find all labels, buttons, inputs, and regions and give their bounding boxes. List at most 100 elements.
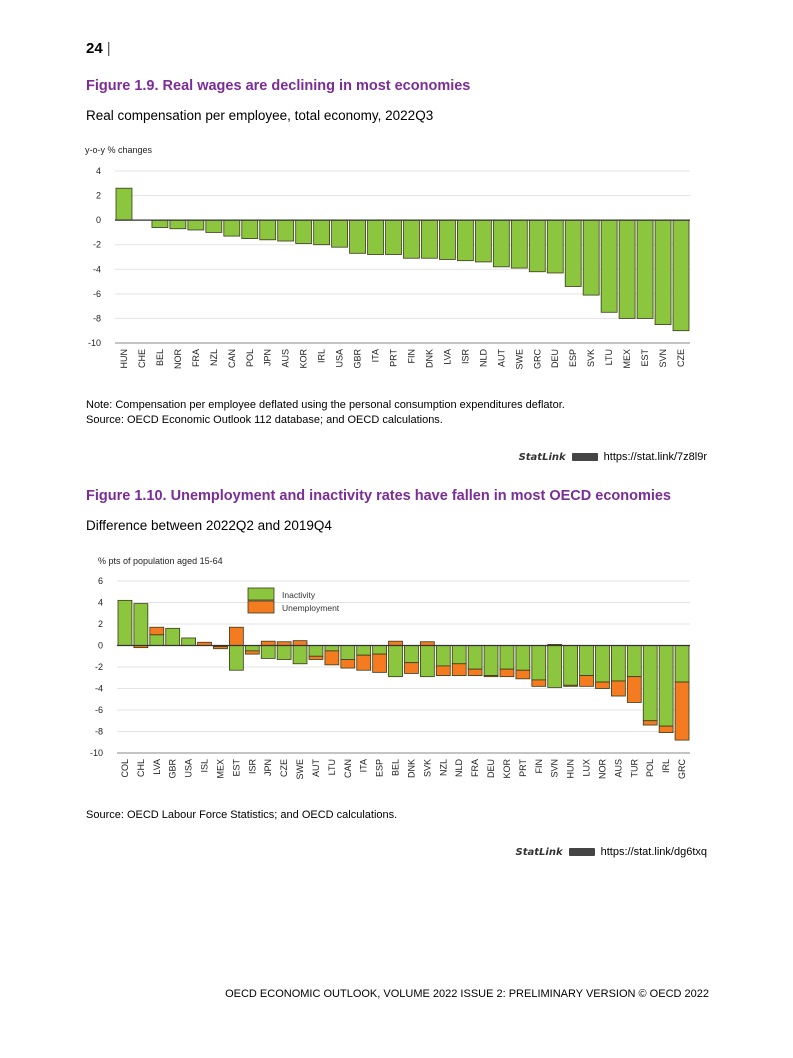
x-tick-label: HUN — [119, 349, 129, 369]
bar-inactivity-JPN — [260, 645, 276, 659]
x-tick-label: SVN — [658, 349, 668, 368]
bar-unemployment-SWE — [292, 640, 308, 646]
x-tick-label: NZL — [209, 349, 219, 366]
bar-inactivity-NOR — [595, 645, 610, 683]
bar-ESP — [564, 219, 582, 287]
unemployment-inactivity-chart: % pts of population aged 15-64 6 4 2 0 -2 -4 -6… — [90, 556, 690, 780]
figure-1-10-title: Figure 1.10. Unemployment and inactivity… — [86, 488, 671, 504]
bar-inactivity-KOR — [499, 645, 515, 670]
bar-inactivity-ESP — [372, 645, 387, 655]
x-tick-label: AUS — [613, 759, 623, 778]
bar-PRT — [385, 219, 402, 255]
x-tick-label: JPN — [263, 759, 273, 776]
bar-SVK — [582, 219, 600, 296]
x-tick-label: FIN — [406, 349, 416, 364]
page-number: 24 | — [86, 40, 111, 57]
statlink-logo: StatLink — [515, 846, 563, 858]
bar-unemployment-CAN — [340, 659, 356, 669]
x-tick-label: CHE — [137, 349, 147, 368]
bar-inactivity-LTU — [324, 645, 340, 652]
x-tick-label: MEX — [215, 759, 225, 779]
x-tick-label: IRL — [661, 759, 671, 773]
bar-AUS — [277, 219, 295, 242]
statlink-url[interactable]: https://stat.link/7z8l9r — [603, 451, 707, 463]
bar-inactivity-LVA — [149, 634, 165, 646]
bar-inactivity-NLD — [451, 645, 467, 665]
y-tick-label: 4 — [96, 166, 101, 176]
bar-unemployment-LUX — [579, 675, 594, 687]
x-tick-label: DEU — [550, 349, 560, 368]
bar-inactivity-USA — [181, 637, 196, 646]
bar-inactivity-SWE — [292, 645, 308, 665]
y-tick-label: 4 — [98, 598, 103, 608]
x-tick-label: BEL — [391, 759, 401, 776]
x-tick-label: KOR — [502, 759, 512, 779]
statlink-icon — [571, 453, 598, 461]
statlink-1-10[interactable]: StatLink https://stat.link/dg6txq — [516, 846, 707, 858]
bar-inactivity-EST — [229, 645, 244, 671]
bar-inactivity-DNK — [404, 645, 419, 664]
bar-unemployment-BEL — [388, 640, 403, 646]
bar-unemployment-NLD — [451, 663, 467, 677]
y-tick-label: -10 — [88, 338, 101, 348]
x-tick-label: CZE — [279, 759, 289, 777]
bar-unemployment-DNK — [404, 662, 419, 674]
x-tick-label: PRT — [389, 349, 399, 367]
x-tick-label: ISR — [460, 349, 470, 365]
y-axis-label: % pts of population aged 15-64 — [98, 556, 223, 566]
y-tick-label: -6 — [93, 289, 101, 299]
bar-inactivity-FRA — [467, 645, 483, 670]
bar-unemployment-AUS — [611, 680, 626, 697]
x-tick-label: LVA — [152, 759, 162, 775]
x-tick-label: GBR — [168, 759, 178, 779]
x-tick-label: LUX — [582, 759, 592, 777]
bar-NLD — [474, 219, 492, 263]
bar-unemployment-PRT — [515, 669, 531, 680]
x-tick-label: ITA — [371, 349, 381, 362]
statlink-1-9[interactable]: StatLink https://stat.link/7z8l9r — [519, 451, 707, 463]
y-tick-label: 2 — [96, 191, 101, 201]
y-tick-label: 2 — [98, 619, 103, 629]
bar-AUT — [492, 219, 510, 268]
figure-1-9-subtitle: Real compensation per employee, total ec… — [86, 108, 434, 123]
bar-inactivity-DEU — [483, 645, 499, 677]
bar-unemployment-IRL — [658, 725, 674, 733]
bar-FRA — [187, 219, 205, 231]
page-footer: OECD ECONOMIC OUTLOOK, VOLUME 2022 ISSUE… — [225, 988, 709, 1000]
legend-swatch-inactivity — [247, 587, 275, 601]
bar-inactivity-NZL — [435, 645, 451, 667]
x-tick-label: DEU — [486, 759, 496, 778]
bar-inactivity-TUR — [626, 645, 642, 678]
x-tick-label: ISL — [200, 759, 210, 773]
bar-inactivity-LUX — [579, 645, 594, 677]
bar-HUN — [115, 187, 133, 221]
bar-unemployment-POL — [642, 720, 658, 726]
x-tick-label: SVK — [422, 759, 432, 777]
x-tick-label: LVA — [442, 349, 452, 365]
legend-label: Unemployment — [282, 603, 340, 613]
bar-inactivity-BEL — [388, 645, 403, 678]
bar-EST — [636, 219, 654, 319]
bar-unemployment-DEU — [483, 675, 499, 678]
bar-unemployment-NZL — [435, 665, 451, 677]
bar-SVN — [654, 219, 672, 325]
x-tick-label: JPN — [263, 349, 273, 366]
bar-USA — [331, 219, 348, 248]
x-tick-label: SVN — [550, 759, 560, 778]
bar-MEX — [618, 219, 636, 319]
y-tick-label: -8 — [93, 313, 101, 323]
x-tick-label: CHL — [136, 759, 146, 777]
x-tick-label: TUR — [629, 759, 639, 778]
bar-unemployment-KOR — [499, 668, 515, 678]
x-tick-label: NLD — [454, 759, 464, 778]
statlink-url[interactable]: https://stat.link/dg6txq — [600, 846, 707, 858]
bar-unemployment-ITA — [356, 654, 372, 671]
bar-unemployment-TUR — [626, 676, 642, 703]
y-tick-label: -2 — [95, 662, 103, 672]
x-tick-label: GRC — [677, 759, 687, 780]
bar-unemployment-JPN — [260, 640, 276, 646]
x-tick-label: DNK — [406, 759, 416, 778]
bar-unemployment-EST — [229, 626, 244, 646]
bar-unemployment-ESP — [372, 653, 387, 673]
